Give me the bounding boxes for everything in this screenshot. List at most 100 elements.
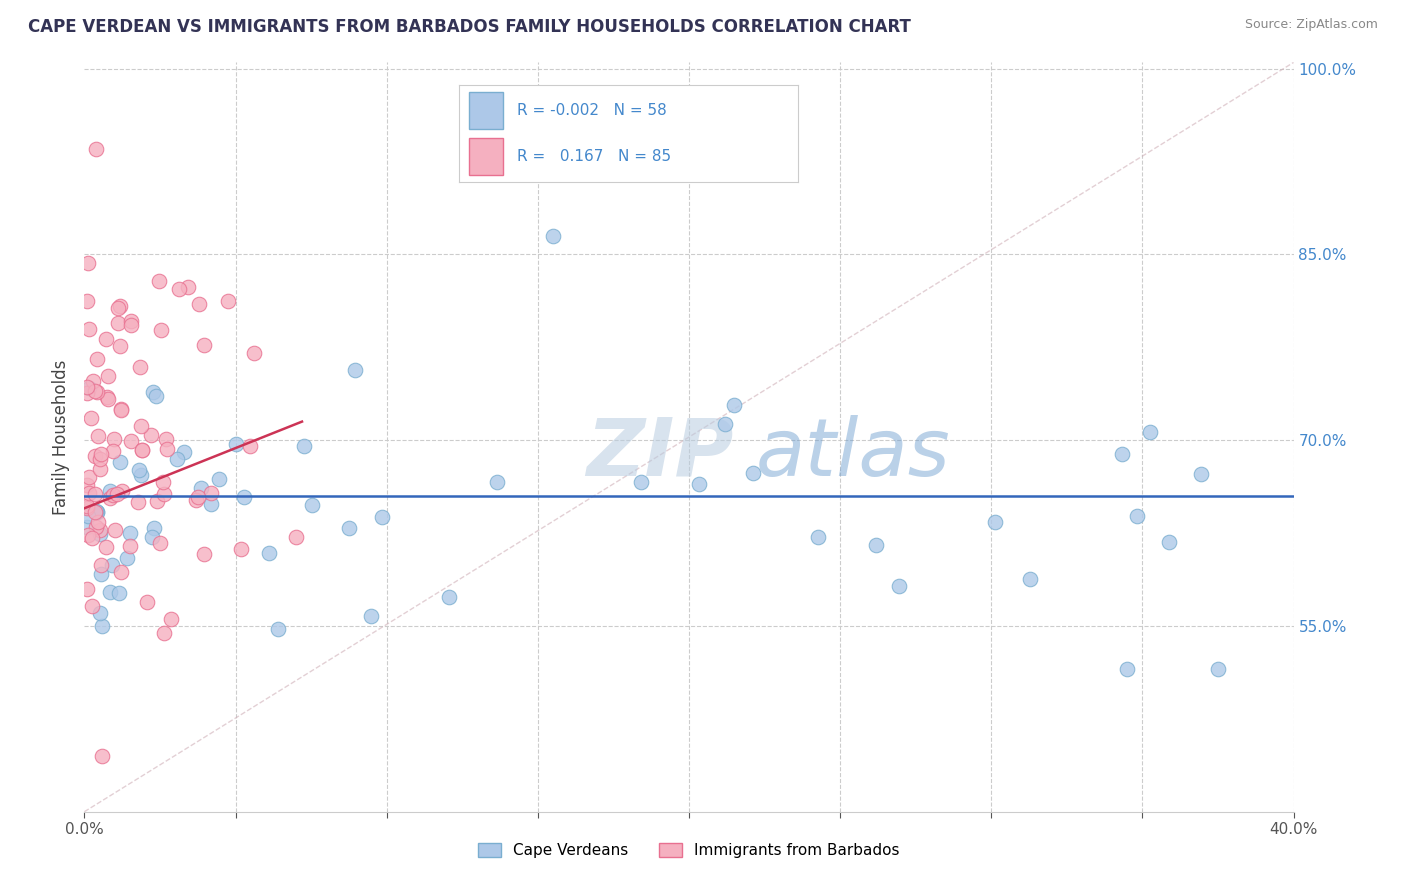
Point [1157,535,1180,549]
Point [97,392,120,407]
Point [437,590,460,604]
Point [1139,425,1161,440]
Point [166,452,188,467]
Point [89,607,111,621]
Point [145,389,167,403]
Point [1116,662,1139,676]
Point [688,477,710,491]
Point [159,612,181,626]
Point [187,490,209,504]
Point [110,402,132,417]
Point [82,375,104,389]
Point [128,359,150,374]
Point [152,475,174,489]
Point [91,749,114,764]
Point [486,475,509,489]
Point [723,399,745,413]
Point [229,542,252,557]
Point [107,316,129,330]
Point [80,599,103,613]
Point [188,297,211,311]
Text: CAPE VERDEAN VS IMMIGRANTS FROM BARBADOS FAMILY HOUSEHOLDS CORRELATION CHART: CAPE VERDEAN VS IMMIGRANTS FROM BARBADOS… [28,18,911,36]
Point [86,351,108,366]
Point [76,293,98,308]
Point [77,508,100,523]
Point [83,505,105,519]
Legend: Cape Verdeans, Immigrants from Barbados: Cape Verdeans, Immigrants from Barbados [472,837,905,864]
Point [141,530,163,544]
Point [149,536,172,550]
Point [100,558,122,572]
Point [148,274,170,288]
Point [108,299,131,313]
Point [1111,447,1133,461]
Point [129,467,152,482]
Point [94,332,117,346]
Point [541,228,564,243]
Point [285,530,308,544]
Point [120,434,142,448]
Point [1189,467,1212,481]
Point [76,386,98,401]
Point [243,345,266,359]
Point [152,486,174,500]
Point [150,323,173,337]
Point [90,558,112,572]
Point [77,470,100,484]
Point [115,550,138,565]
Point [84,450,107,464]
Point [89,462,111,476]
Point [190,481,212,495]
Point [337,521,360,535]
Point [76,499,98,513]
Point [200,497,222,511]
Point [1206,662,1229,676]
Point [267,623,290,637]
Point [142,385,165,400]
Point [96,390,118,404]
Point [110,565,132,579]
Point [89,527,111,541]
Point [90,447,112,461]
Point [239,439,262,453]
Point [232,490,254,504]
Point [94,540,117,554]
Point [100,585,122,599]
Point [984,515,1007,529]
Point [103,432,125,446]
Point [360,609,382,624]
Point [111,483,134,498]
Point [97,369,120,384]
Point [630,475,652,490]
Point [89,451,111,466]
Point [139,428,162,442]
Point [131,419,153,434]
Point [84,487,107,501]
Point [108,586,131,600]
Point [865,538,887,552]
Point [86,505,108,519]
Point [128,463,150,477]
Point [142,521,165,535]
Point [186,493,208,508]
Point [76,501,98,516]
Point [155,432,177,446]
Point [107,301,129,315]
Point [87,429,110,443]
Point [86,515,108,529]
Point [120,539,142,553]
Point [80,410,103,425]
Point [84,520,107,534]
Point [120,526,142,541]
Point [82,531,104,545]
Point [225,436,247,450]
Point [77,255,100,269]
Text: ZIP: ZIP [586,415,734,492]
Point [807,530,830,544]
Point [257,546,280,560]
Point [887,579,910,593]
Point [84,504,107,518]
Y-axis label: Family Households: Family Households [52,359,70,515]
Point [120,318,142,332]
Point [77,322,100,336]
